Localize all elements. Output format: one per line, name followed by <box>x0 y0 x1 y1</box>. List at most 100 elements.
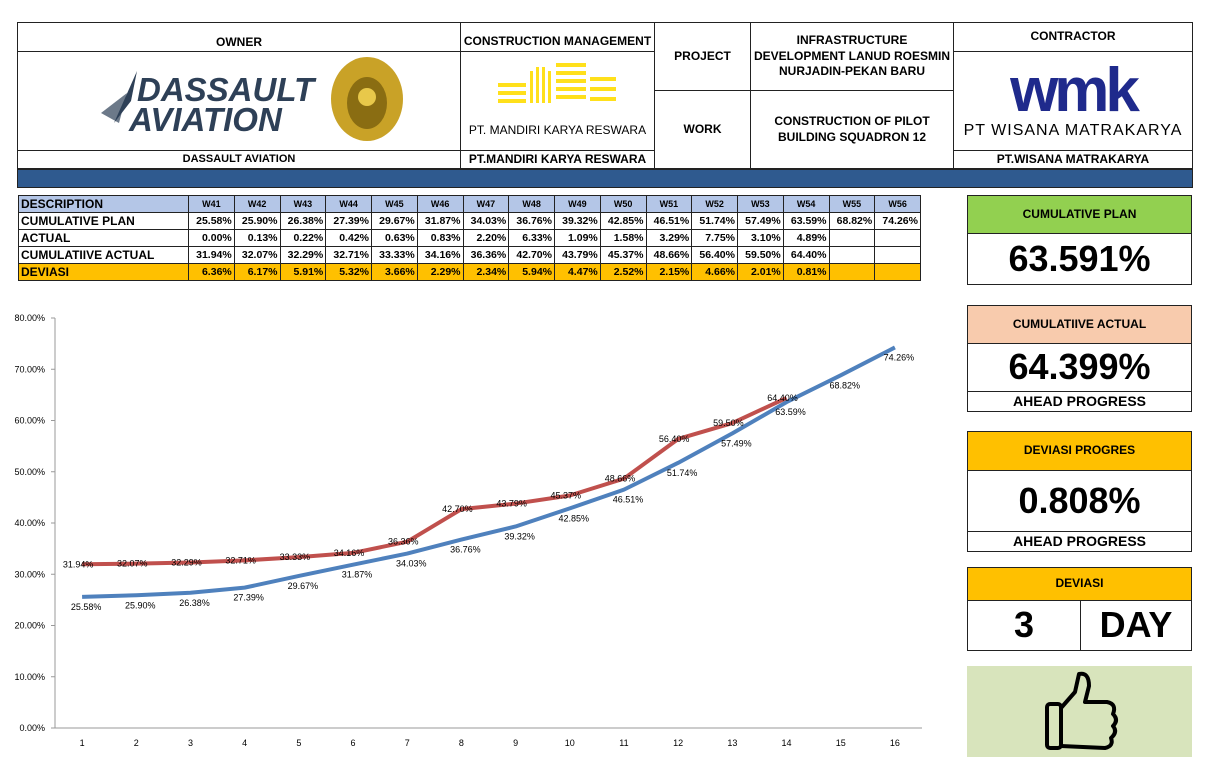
x-tick-label: 7 <box>405 738 410 748</box>
data-label: 43.79% <box>496 499 527 509</box>
data-label: 64.40% <box>767 393 798 403</box>
card-title: DEVIASI PROGRES <box>967 431 1192 471</box>
table-cell: 0.81% <box>782 263 830 281</box>
table-cell: 2.01% <box>737 263 784 281</box>
cm-label: CONSTRUCTION MANAGEMENT <box>460 22 655 52</box>
table-cell: W48 <box>508 195 555 213</box>
table-cell: 0.83% <box>416 229 464 247</box>
table-cell: W45 <box>371 195 418 213</box>
table-cell: 59.50% <box>737 246 784 264</box>
table-cell <box>828 246 876 264</box>
x-tick-label: 12 <box>673 738 683 748</box>
table-cell: 0.00% <box>188 229 235 247</box>
x-tick-label: 3 <box>188 738 193 748</box>
table-cell: 27.39% <box>325 212 372 230</box>
series-line <box>82 396 788 567</box>
table-cell: W53 <box>737 195 784 213</box>
table-cell: 36.76% <box>508 212 555 230</box>
table-cell: W41 <box>188 195 235 213</box>
data-label: 59.50% <box>713 418 744 428</box>
table-cell: 68.82% <box>828 212 876 230</box>
data-label: 42.85% <box>559 513 590 523</box>
table-cell: 74.26% <box>874 212 921 230</box>
card-title: DEVIASI <box>967 567 1192 601</box>
progress-table: DESCRIPTION W41 W42 W43 W44 W45 W46 W47 W48 W49 W5… <box>18 195 921 281</box>
x-tick-label: 1 <box>80 738 85 748</box>
data-label: 26.38% <box>179 598 210 608</box>
table-cell: W56 <box>874 195 921 213</box>
table-cell: 33.33% <box>371 246 418 264</box>
table-cell: 64.40% <box>782 246 830 264</box>
data-label: 32.07% <box>117 559 148 569</box>
card-title: CUMULATIIVE ACTUAL <box>967 305 1192 344</box>
table-cell: W55 <box>828 195 876 213</box>
table-cell <box>874 229 921 247</box>
thumbs-icon <box>1045 671 1118 750</box>
contractor-label: CONTRACTOR <box>953 22 1193 52</box>
y-tick-label: 0.00% <box>19 723 45 733</box>
table-cell: 25.58% <box>188 212 235 230</box>
x-tick-label: 5 <box>296 738 301 748</box>
contractor-logo: wmk PT WISANA MATRAKARYA <box>953 51 1193 151</box>
project-value: INFRASTRUCTURE DEVELOPMENT LANUD ROESMIN… <box>750 22 954 91</box>
table-cell: 2.20% <box>462 229 510 247</box>
work-label: WORK <box>654 90 751 169</box>
project-label: PROJECT <box>654 22 751 91</box>
table-cell: 46.51% <box>645 212 693 230</box>
table-cell: 2.34% <box>462 263 510 281</box>
table-cell: W54 <box>782 195 830 213</box>
data-label: 32.29% <box>171 558 202 568</box>
table-cell <box>874 246 921 264</box>
owner-label: OWNER <box>17 22 461 52</box>
x-tick-label: 9 <box>513 738 518 748</box>
data-label: 46.51% <box>613 495 644 505</box>
card-title: CUMULATIVE PLAN <box>967 195 1192 234</box>
table-cell: CUMULATIIVE ACTUAL <box>18 246 189 264</box>
x-tick-label: 13 <box>727 738 737 748</box>
data-label: 36.36% <box>388 537 419 547</box>
data-label: 25.58% <box>71 602 102 612</box>
table-cell <box>828 229 876 247</box>
data-label: 25.90% <box>125 600 156 610</box>
cm-logo-text: PT. MANDIRI KARYA RESWARA <box>468 123 647 138</box>
data-label: 45.37% <box>551 490 582 500</box>
wmk-logo: wmk <box>1010 55 1140 125</box>
table-cell: 36.36% <box>462 246 510 264</box>
card-value: 3 <box>967 600 1081 651</box>
data-label: 27.39% <box>233 593 264 603</box>
table-cell: 5.32% <box>325 263 372 281</box>
data-label: 56.40% <box>659 434 690 444</box>
data-label: 32.71% <box>225 555 256 565</box>
table-cell: 6.33% <box>508 229 555 247</box>
thumbs-panel <box>967 666 1192 757</box>
table-cell: 32.07% <box>233 246 281 264</box>
y-tick-label: 50.00% <box>14 467 45 477</box>
card-value: 63.591% <box>967 233 1192 285</box>
table-row: CUMULATIIVE ACTUAL 31.94% 32.07% 32.29% 32.7… <box>18 246 921 264</box>
x-tick-label: 6 <box>351 738 356 748</box>
table-row: DEVIASI 6.36% 6.17% 5.91% 5.32% 3.66% 2.29% 2.3… <box>18 263 921 281</box>
x-tick-label: 15 <box>836 738 846 748</box>
table-cell: 3.66% <box>371 263 418 281</box>
table-cell: 42.70% <box>508 246 555 264</box>
table-cell: 26.38% <box>279 212 327 230</box>
data-label: 39.32% <box>504 531 535 541</box>
x-tick-label: 2 <box>134 738 139 748</box>
data-label: 68.82% <box>829 380 860 390</box>
table-cell: W44 <box>325 195 372 213</box>
table-cell: 1.09% <box>554 229 601 247</box>
table-cell: 7.75% <box>691 229 738 247</box>
table-cell: W46 <box>416 195 464 213</box>
table-cell: 32.71% <box>325 246 372 264</box>
owner-name: DASSAULT AVIATION <box>17 150 461 169</box>
table-cell: 57.49% <box>737 212 784 230</box>
table-row: CUMULATIVE PLAN 25.58% 25.90% 26.38% 27.39% 2… <box>18 212 921 230</box>
table-cell: 5.91% <box>279 263 327 281</box>
table-cell: 48.66% <box>645 246 693 264</box>
table-cell: 0.63% <box>371 229 418 247</box>
table-cell: 6.36% <box>188 263 235 281</box>
owner-logo: DASSAULT AVIATION <box>17 51 461 151</box>
y-tick-label: 10.00% <box>14 672 45 682</box>
data-label: 57.49% <box>721 438 752 448</box>
